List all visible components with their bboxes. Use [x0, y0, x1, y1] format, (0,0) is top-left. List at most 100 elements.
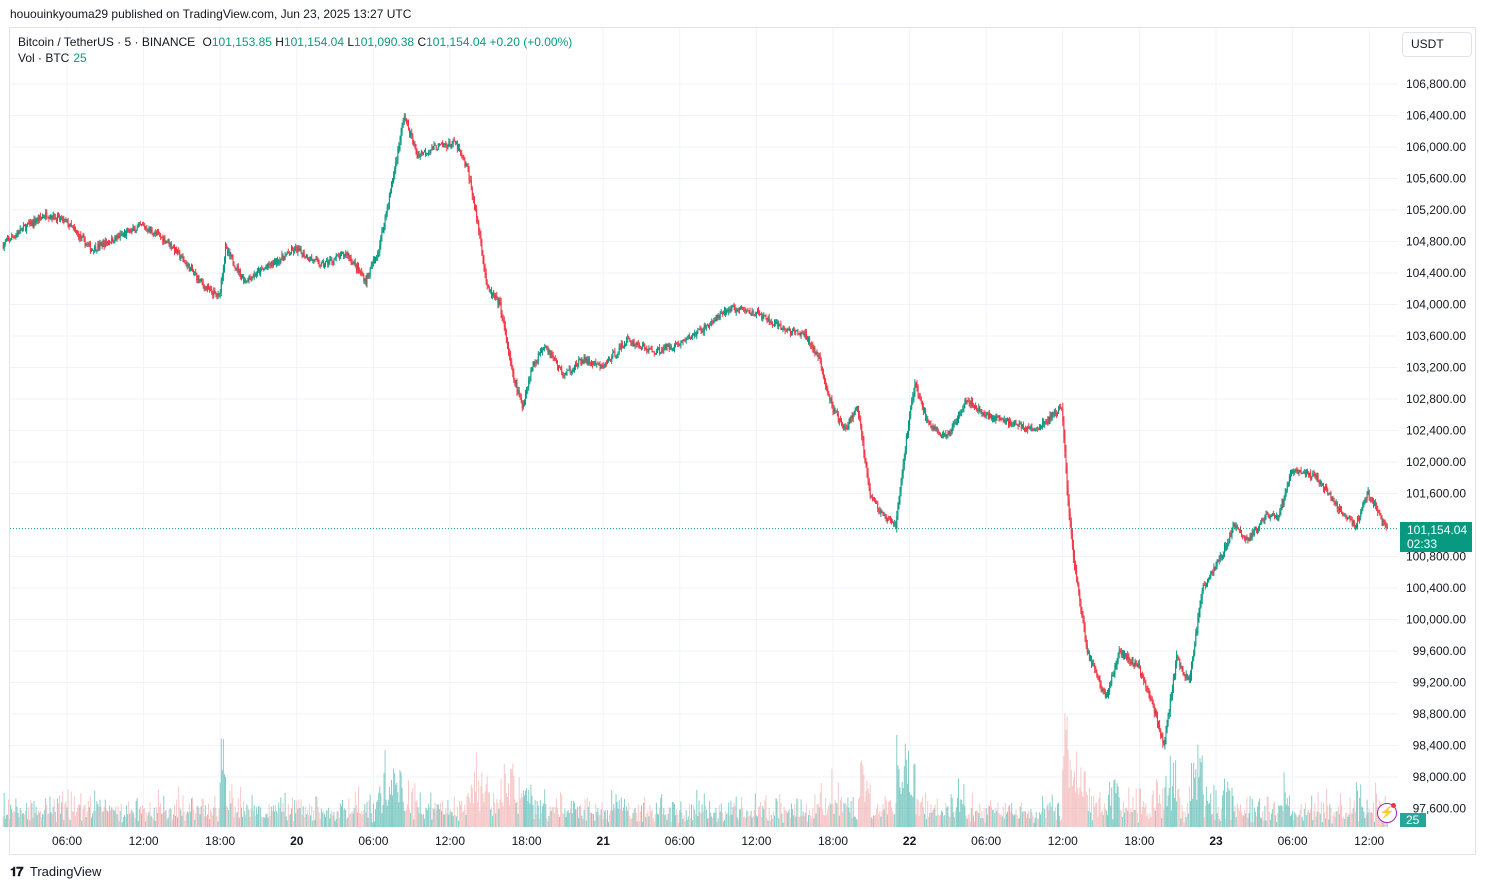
candle-body — [1095, 669, 1097, 672]
candle-body — [1264, 516, 1266, 522]
volume-bar — [446, 813, 448, 827]
candle-body — [657, 347, 658, 352]
candle-body — [633, 340, 635, 346]
lightning-icon[interactable]: ⚡ — [1377, 803, 1397, 823]
volume-bar — [1149, 812, 1151, 827]
candle-body — [110, 242, 112, 244]
candle-body — [1105, 695, 1107, 698]
candle-body — [1347, 517, 1349, 520]
candle-body — [1230, 533, 1232, 536]
volume-bar — [313, 810, 315, 827]
volume-bar — [382, 804, 384, 827]
candle-body — [650, 348, 652, 350]
candle-body — [197, 275, 199, 281]
candle-body — [941, 435, 942, 437]
candle-body — [778, 323, 780, 326]
candle-body — [234, 266, 236, 269]
volume-bar — [468, 797, 470, 827]
candle-body — [627, 337, 629, 339]
volume-bar — [805, 803, 807, 827]
candle-body — [647, 350, 649, 352]
volume-bar — [1102, 814, 1104, 827]
volume-bar — [731, 814, 733, 827]
candle-body — [392, 181, 393, 185]
candle-body — [167, 239, 169, 242]
volume-bar — [275, 804, 276, 827]
volume-bar — [110, 810, 112, 827]
symbol-label[interactable]: Bitcoin / TetherUS · 5 · BINANCE — [18, 35, 196, 49]
volume-bar — [533, 819, 535, 827]
candle-body — [85, 243, 87, 246]
volume-bar — [1367, 812, 1369, 827]
volume-bar — [414, 783, 416, 827]
volume-bar — [252, 811, 254, 827]
volume-bar — [847, 797, 849, 827]
volume-bar — [409, 810, 411, 827]
candle-body — [166, 240, 168, 242]
volume-bar — [408, 780, 409, 827]
volume-bar — [462, 811, 464, 827]
candle-body — [755, 312, 757, 315]
candle-body — [742, 308, 744, 310]
volume-bar — [383, 773, 385, 827]
volume-bar — [183, 812, 185, 827]
volume-bar — [1218, 818, 1220, 827]
volume-bar — [757, 816, 758, 827]
candle-body — [883, 514, 885, 516]
volume-bar — [653, 821, 655, 827]
volume-bar — [1271, 809, 1273, 827]
candle-body — [338, 256, 340, 259]
volume-bar — [770, 815, 772, 827]
candle-body — [859, 416, 861, 419]
candle-body — [149, 227, 151, 231]
volume-bar — [228, 810, 230, 827]
candle-body — [598, 363, 600, 365]
candle-body — [746, 310, 748, 312]
candle-body — [460, 150, 462, 154]
candle-body — [643, 344, 645, 346]
candle-body — [97, 243, 99, 251]
currency-button[interactable]: USDT — [1402, 32, 1472, 57]
candle-body — [230, 255, 232, 257]
candle-body — [356, 265, 358, 270]
candle-body — [688, 334, 690, 339]
candle-body — [511, 362, 513, 367]
candle-body — [285, 253, 287, 256]
candle-body — [272, 262, 274, 266]
candle-body — [298, 248, 300, 251]
volume-bar — [1293, 819, 1295, 827]
volume-bar — [488, 792, 490, 827]
volume-bar — [1204, 806, 1206, 827]
volume-label[interactable]: Vol · BTC — [18, 51, 70, 65]
candle-body — [2, 245, 4, 249]
volume-bar — [1058, 802, 1059, 827]
candle-body — [934, 427, 936, 430]
volume-bar — [370, 813, 372, 827]
candle-body — [1272, 513, 1274, 515]
volume-bar — [85, 817, 87, 827]
footer-brand[interactable]: TradingView — [29, 864, 102, 879]
tradingview-logo-icon[interactable]: 𝟏𝟕 — [10, 864, 24, 879]
volume-bar — [596, 811, 598, 827]
volume-bar — [630, 819, 632, 827]
candle-body — [550, 353, 552, 356]
volume-bar — [913, 764, 915, 827]
volume-bar — [399, 770, 401, 827]
volume-bar — [1260, 817, 1262, 827]
volume-bar — [136, 798, 138, 827]
candle-body — [178, 250, 180, 252]
volume-bar — [1076, 750, 1078, 827]
volume-bar — [153, 807, 155, 827]
volume-bar — [972, 815, 974, 827]
volume-bar — [38, 812, 40, 827]
candle-body — [404, 117, 406, 120]
candle-body — [969, 403, 971, 406]
candle-body — [454, 141, 456, 144]
volume-bar — [1187, 813, 1189, 827]
candle-body — [736, 309, 738, 311]
candle-body — [977, 409, 979, 412]
volume-bar — [864, 801, 866, 827]
volume-bar — [1365, 814, 1367, 827]
candle-body — [83, 237, 85, 239]
